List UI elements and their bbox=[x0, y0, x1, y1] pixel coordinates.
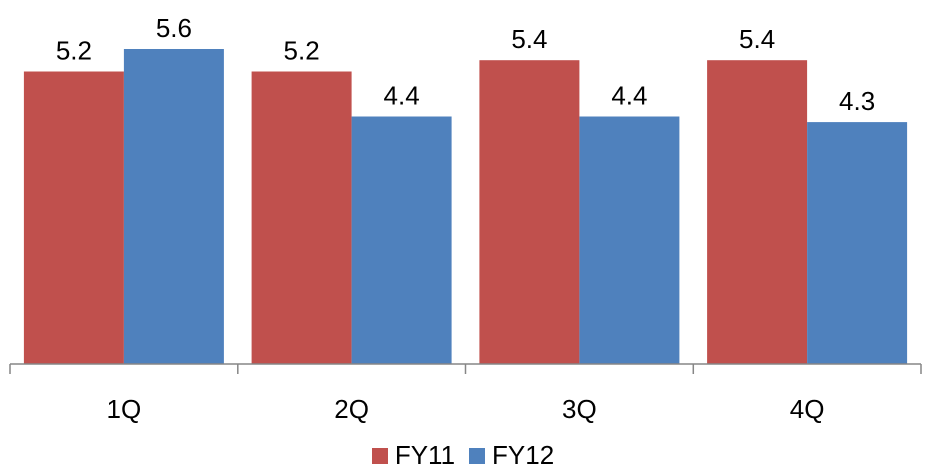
x-tick-label-2q: 2Q bbox=[334, 394, 369, 424]
data-label-fy11-1q: 5.2 bbox=[56, 36, 92, 66]
legend-swatch-fy12 bbox=[469, 447, 486, 464]
bar-fy11-4q bbox=[707, 60, 808, 364]
legend-item-fy12: FY12 bbox=[469, 440, 554, 471]
x-tick-label-4q: 4Q bbox=[790, 394, 825, 424]
legend-label-fy11: FY11 bbox=[394, 440, 456, 470]
x-tick-label-3q: 3Q bbox=[562, 394, 597, 424]
data-label-fy11-4q: 5.4 bbox=[739, 24, 775, 54]
data-label-fy12-1q: 5.6 bbox=[156, 13, 192, 43]
data-label-fy11-3q: 5.4 bbox=[511, 24, 547, 54]
data-label-fy12-3q: 4.4 bbox=[611, 81, 647, 111]
bar-fy12-3q bbox=[579, 116, 680, 364]
bar-fy11-3q bbox=[479, 60, 580, 364]
bar-fy12-2q bbox=[351, 116, 452, 364]
bar-fy11-1q bbox=[23, 71, 124, 364]
bar-fy12-1q bbox=[123, 49, 224, 364]
legend-item-fy11: FY11 bbox=[371, 440, 456, 471]
bar-fy12-4q bbox=[807, 122, 908, 364]
data-label-fy12-2q: 4.4 bbox=[384, 81, 420, 111]
x-tick-label-1q: 1Q bbox=[107, 394, 142, 424]
data-label-fy11-2q: 5.2 bbox=[284, 36, 320, 66]
data-label-fy12-4q: 4.3 bbox=[839, 86, 875, 116]
legend-swatch-fy11 bbox=[371, 447, 388, 464]
legend: FY11 FY12 bbox=[0, 440, 926, 471]
bar-fy11-2q bbox=[251, 71, 352, 364]
legend-label-fy12: FY12 bbox=[492, 440, 555, 470]
